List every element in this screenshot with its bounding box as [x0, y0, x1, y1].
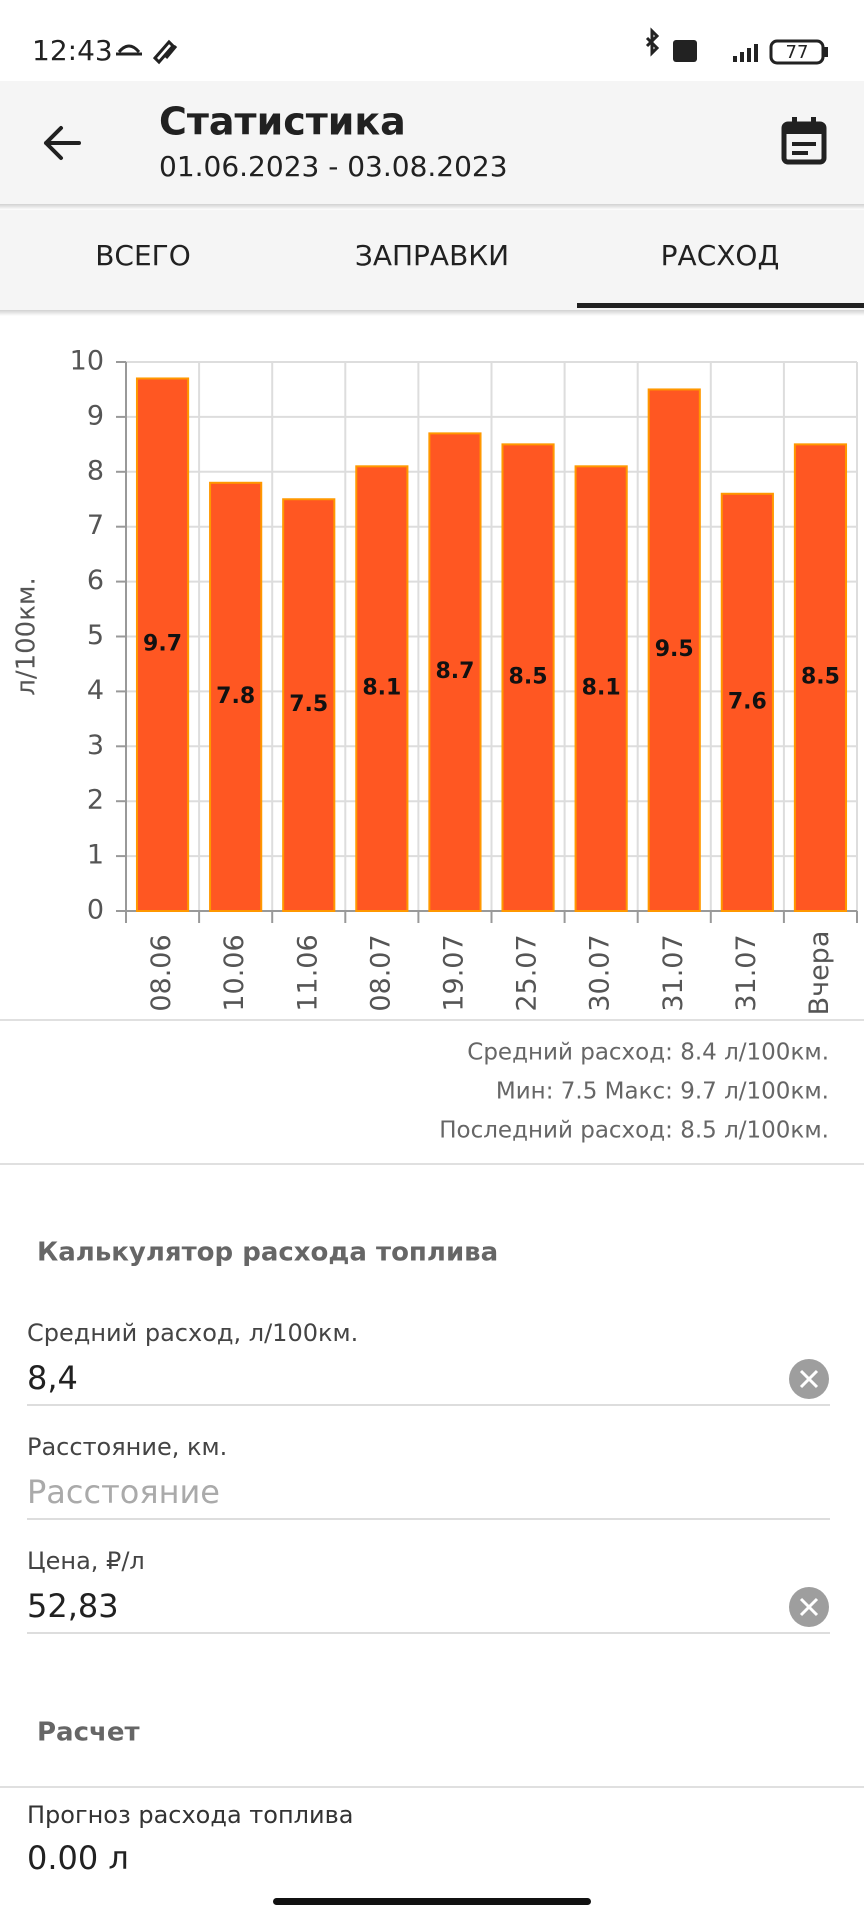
x-tick-label: Вчера [804, 931, 835, 1016]
status-time: 12:43 [32, 34, 113, 67]
data-label: 9.5 [655, 637, 694, 662]
screen-title: Статистика [159, 100, 406, 144]
bar [720, 492, 774, 912]
x-tick-label: 10.06 [219, 934, 250, 1011]
calendar-button[interactable] [781, 117, 827, 165]
y-tick-label: 6 [87, 565, 104, 596]
back-button[interactable] [44, 126, 81, 160]
field-label: Расстояние, км. [27, 1433, 227, 1461]
tab[interactable]: ЗАПРАВКИ [355, 239, 509, 272]
bar [282, 498, 336, 912]
app-bar [0, 81, 864, 204]
field-label: Средний расход, л/100км. [27, 1319, 358, 1347]
clear-icon [799, 1369, 819, 1389]
field-label: Цена, ₽/л [27, 1547, 145, 1575]
data-label: 9.7 [143, 632, 182, 657]
data-label: 8.1 [582, 676, 621, 701]
tab[interactable]: РАСХОД [661, 239, 780, 272]
x-tick-label: 30.07 [585, 934, 616, 1011]
summary-line: Средний расход: 8.4 л/100км. [467, 1040, 829, 1066]
data-label: 8.1 [362, 676, 401, 701]
tab-indicator [577, 303, 864, 308]
y-tick-label: 4 [87, 675, 104, 706]
x-tick-label: 11.06 [292, 934, 323, 1011]
data-label: 8.5 [509, 665, 548, 690]
data-label: 8.7 [435, 659, 474, 684]
battery-level: 77 [786, 42, 809, 63]
summary-line: Последний расход: 8.5 л/100км. [439, 1118, 829, 1144]
x-tick-label: 31.07 [658, 934, 689, 1011]
data-label: 7.6 [728, 689, 767, 714]
data-label: 8.5 [801, 665, 840, 690]
bar [209, 481, 263, 912]
field-placeholder[interactable]: Расстояние [27, 1473, 220, 1511]
tab-bar [0, 210, 864, 310]
result-value: 0.00 л [27, 1839, 129, 1877]
y-tick-label: 2 [87, 785, 104, 816]
y-tick-label: 9 [87, 400, 104, 431]
x-tick-label: 31.07 [731, 934, 762, 1011]
bar [574, 465, 628, 912]
date-range: 01.06.2023 - 03.08.2023 [159, 150, 508, 183]
field-value[interactable]: 52,83 [27, 1587, 119, 1625]
x-tick-label: 08.06 [146, 934, 177, 1011]
chart: л/100км. 0 1 2 3 4 5 6 7 8 9 10 08.06 9.7 10.06 7.8 11.0… [12, 346, 858, 1016]
data-label: 7.8 [216, 684, 255, 709]
y-tick-label: 10 [70, 346, 104, 377]
bar [647, 388, 701, 912]
tab[interactable]: ВСЕГО [95, 239, 191, 272]
status-icons [116, 27, 828, 65]
x-tick-label: 08.07 [365, 934, 396, 1011]
y-axis-label: л/100км. [12, 577, 42, 696]
clear-icon [799, 1597, 819, 1617]
y-tick-label: 1 [87, 840, 104, 871]
y-tick-label: 3 [87, 730, 104, 761]
bar [793, 443, 848, 912]
app-bar-shadow [0, 204, 864, 210]
bar [501, 443, 555, 912]
summary-line: Мин: 7.5 Макс: 9.7 л/100км. [496, 1079, 829, 1105]
bar [428, 432, 482, 912]
y-tick-label: 7 [87, 510, 104, 541]
result-label: Прогноз расхода топлива [27, 1801, 353, 1829]
y-tick-label: 8 [87, 455, 104, 486]
bar [355, 465, 409, 912]
y-tick-label: 5 [87, 620, 104, 651]
data-label: 7.5 [289, 692, 328, 717]
tab-bar-shadow [0, 310, 864, 316]
x-tick-label: 19.07 [438, 934, 469, 1011]
field-value[interactable]: 8,4 [27, 1359, 78, 1397]
section-title: Расчет [37, 1718, 140, 1748]
bar [135, 377, 190, 913]
section-title: Калькулятор расхода топлива [37, 1238, 498, 1268]
x-tick-label: 25.07 [512, 934, 543, 1011]
home-indicator [273, 1898, 591, 1905]
y-tick-label: 0 [87, 895, 104, 926]
